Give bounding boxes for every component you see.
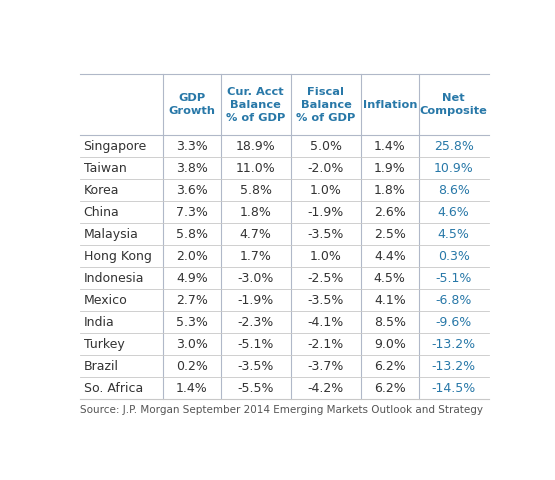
Text: 5.8%: 5.8% bbox=[176, 228, 208, 241]
Text: -3.5%: -3.5% bbox=[308, 294, 344, 307]
Text: 4.4%: 4.4% bbox=[374, 250, 406, 263]
Text: China: China bbox=[84, 206, 119, 219]
Text: 1.9%: 1.9% bbox=[374, 162, 406, 175]
Text: 1.4%: 1.4% bbox=[176, 382, 208, 395]
Text: Malaysia: Malaysia bbox=[84, 228, 138, 241]
Text: -9.6%: -9.6% bbox=[436, 316, 472, 329]
Text: 2.0%: 2.0% bbox=[176, 250, 208, 263]
Text: Hong Kong: Hong Kong bbox=[84, 250, 152, 263]
Text: 8.5%: 8.5% bbox=[374, 316, 406, 329]
Text: -5.1%: -5.1% bbox=[238, 338, 274, 351]
Text: 1.7%: 1.7% bbox=[240, 250, 271, 263]
Text: 4.6%: 4.6% bbox=[438, 206, 470, 219]
Text: 6.2%: 6.2% bbox=[374, 360, 406, 373]
Text: -5.5%: -5.5% bbox=[238, 382, 274, 395]
Text: Turkey: Turkey bbox=[84, 338, 124, 351]
Text: Source: J.P. Morgan September 2014 Emerging Markets Outlook and Strategy: Source: J.P. Morgan September 2014 Emerg… bbox=[80, 405, 483, 415]
Text: 5.0%: 5.0% bbox=[310, 140, 342, 153]
Text: 6.2%: 6.2% bbox=[374, 382, 406, 395]
Text: 9.0%: 9.0% bbox=[374, 338, 406, 351]
Text: 1.4%: 1.4% bbox=[374, 140, 406, 153]
Text: Cur. Acct
Balance
% of GDP: Cur. Acct Balance % of GDP bbox=[226, 87, 285, 122]
Text: Brazil: Brazil bbox=[84, 360, 119, 373]
Text: So. Africa: So. Africa bbox=[84, 382, 143, 395]
Text: -4.2%: -4.2% bbox=[308, 382, 344, 395]
Text: Net
Composite: Net Composite bbox=[420, 93, 488, 116]
Text: Fiscal
Balance
% of GDP: Fiscal Balance % of GDP bbox=[296, 87, 356, 122]
Text: -2.3%: -2.3% bbox=[238, 316, 274, 329]
Text: -13.2%: -13.2% bbox=[432, 338, 476, 351]
Text: -4.1%: -4.1% bbox=[308, 316, 344, 329]
Text: 7.3%: 7.3% bbox=[176, 206, 208, 219]
Text: -6.8%: -6.8% bbox=[436, 294, 472, 307]
Text: 4.7%: 4.7% bbox=[240, 228, 271, 241]
Text: -3.5%: -3.5% bbox=[238, 360, 274, 373]
Text: 3.3%: 3.3% bbox=[176, 140, 208, 153]
Text: 2.7%: 2.7% bbox=[176, 294, 208, 307]
Text: 11.0%: 11.0% bbox=[236, 162, 276, 175]
Text: 25.8%: 25.8% bbox=[433, 140, 473, 153]
Text: -13.2%: -13.2% bbox=[432, 360, 476, 373]
Text: 18.9%: 18.9% bbox=[236, 140, 276, 153]
Text: India: India bbox=[84, 316, 114, 329]
Text: 0.3%: 0.3% bbox=[438, 250, 470, 263]
Text: 4.9%: 4.9% bbox=[176, 272, 208, 285]
Text: Inflation: Inflation bbox=[362, 100, 417, 110]
Text: -3.0%: -3.0% bbox=[238, 272, 274, 285]
Text: Taiwan: Taiwan bbox=[84, 162, 127, 175]
Text: -1.9%: -1.9% bbox=[308, 206, 344, 219]
Text: 3.8%: 3.8% bbox=[176, 162, 208, 175]
Text: 4.5%: 4.5% bbox=[374, 272, 406, 285]
Text: 3.6%: 3.6% bbox=[176, 184, 208, 197]
Text: 0.2%: 0.2% bbox=[176, 360, 208, 373]
Text: 2.5%: 2.5% bbox=[374, 228, 406, 241]
Text: -1.9%: -1.9% bbox=[238, 294, 274, 307]
Text: 5.3%: 5.3% bbox=[176, 316, 208, 329]
Text: Korea: Korea bbox=[84, 184, 119, 197]
Text: -3.5%: -3.5% bbox=[308, 228, 344, 241]
Text: -2.0%: -2.0% bbox=[308, 162, 344, 175]
Text: GDP
Growth: GDP Growth bbox=[168, 93, 215, 116]
Text: 1.0%: 1.0% bbox=[310, 184, 342, 197]
Text: 5.8%: 5.8% bbox=[240, 184, 272, 197]
Text: Indonesia: Indonesia bbox=[84, 272, 144, 285]
Text: 4.5%: 4.5% bbox=[438, 228, 470, 241]
Text: 8.6%: 8.6% bbox=[438, 184, 470, 197]
Text: Mexico: Mexico bbox=[84, 294, 127, 307]
Text: 3.0%: 3.0% bbox=[176, 338, 208, 351]
Text: 10.9%: 10.9% bbox=[434, 162, 473, 175]
Text: -2.1%: -2.1% bbox=[308, 338, 344, 351]
Text: 2.6%: 2.6% bbox=[374, 206, 406, 219]
Text: -3.7%: -3.7% bbox=[308, 360, 344, 373]
Text: 1.8%: 1.8% bbox=[240, 206, 271, 219]
Text: 1.8%: 1.8% bbox=[374, 184, 406, 197]
Text: 4.1%: 4.1% bbox=[374, 294, 406, 307]
Text: -14.5%: -14.5% bbox=[431, 382, 476, 395]
Text: 1.0%: 1.0% bbox=[310, 250, 342, 263]
Text: -2.5%: -2.5% bbox=[308, 272, 344, 285]
Text: Singapore: Singapore bbox=[84, 140, 147, 153]
Text: -5.1%: -5.1% bbox=[436, 272, 472, 285]
